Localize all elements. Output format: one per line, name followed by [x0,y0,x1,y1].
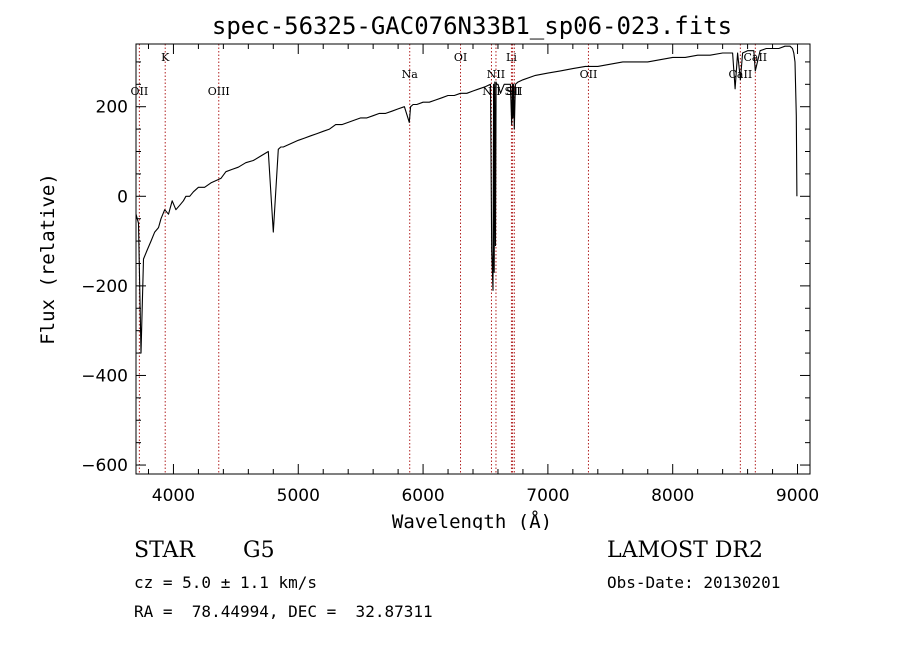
y-tick-label: −400 [81,366,128,386]
x-axis-label: Wavelength (Å) [392,510,552,530]
y-tick-label: 200 [96,98,128,118]
x-tick-label: 4000 [152,486,195,506]
marker-label: Na [402,68,419,81]
spectrum-chart: spec-56325-GAC076N33B1_sp06-023.fits OII… [37,12,819,530]
x-tick-label: 6000 [401,486,444,506]
marker-label: OII [580,68,598,81]
marker-label: NII [487,68,505,81]
spectrum-line [135,45,798,354]
marker-label: OI [454,51,467,64]
y-tick-label: −200 [81,277,128,297]
plot-frame [135,43,811,475]
chart-title: spec-56325-GAC076N33B1_sp06-023.fits [212,12,732,40]
spectral-subclass: G5 [243,538,275,563]
object-type: STAR [134,538,195,563]
y-tick-label: 0 [117,187,128,207]
y-axis-label: Flux (relative) [37,173,59,345]
x-tick-label: 9000 [776,486,819,506]
x-axis: 4000 5000 6000 7000 8000 9000 [147,44,819,506]
y-tick-label: −600 [81,456,128,476]
x-tick-label: 8000 [651,486,694,506]
marker-label: Li [506,51,517,64]
obs-date-text: Obs-Date: 20130201 [607,573,781,592]
spectrum-series [135,45,798,354]
x-tick-label: 7000 [526,486,569,506]
velocity-text: cz = 5.0 ± 1.1 km/s [134,573,318,592]
survey-name: LAMOST DR2 [607,538,763,563]
x-tick-label: 5000 [277,486,320,506]
y-axis: −600 −400 −200 0 200 [81,61,810,476]
marker-label: OIII [208,85,230,98]
marker-label: CaII [743,51,767,64]
marker-label: K [161,51,170,64]
coordinates-text: RA = 78.44994, DEC = 32.87311 [134,602,433,621]
marker-label: OII [131,85,149,98]
